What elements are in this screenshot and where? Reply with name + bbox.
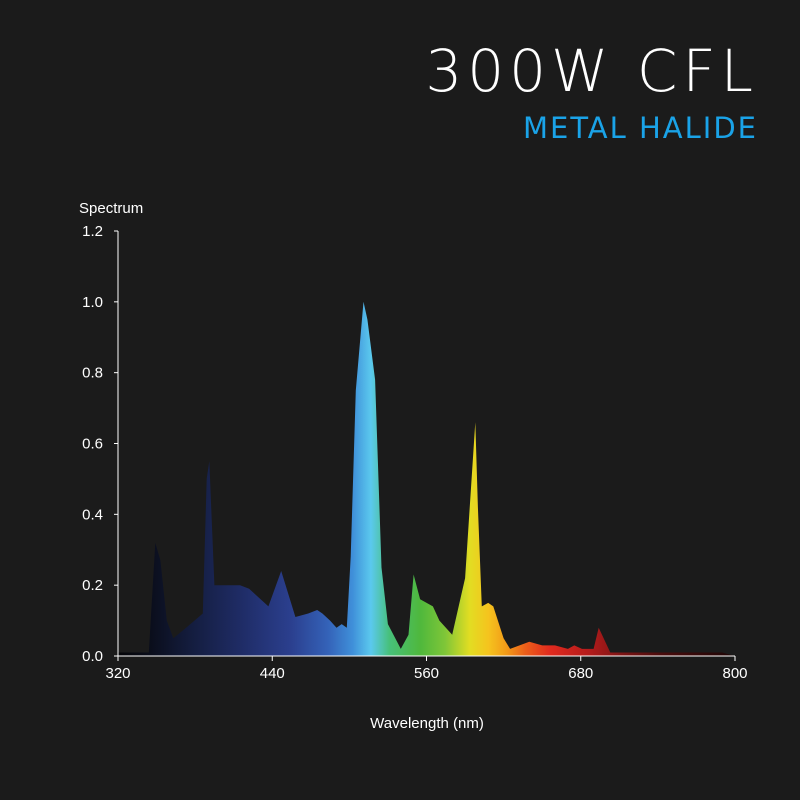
- x-tick-label: 800: [722, 665, 747, 682]
- y-axis-label: Spectrum: [79, 200, 143, 217]
- x-axis-label: Wavelength (nm): [370, 715, 484, 732]
- y-tick-label: 0.2: [82, 577, 103, 594]
- y-tick-label: 1.2: [82, 223, 103, 240]
- y-axis-ticks: 0.0 0.2 0.4 0.6 0.8 1.0 1.2: [82, 223, 118, 665]
- y-tick-label: 1.0: [82, 294, 103, 311]
- y-tick-label: 0.0: [82, 648, 103, 665]
- y-tick-label: 0.4: [82, 506, 103, 523]
- y-tick-label: 0.8: [82, 365, 103, 382]
- y-tick-label: 0.6: [82, 436, 103, 453]
- x-tick-label: 320: [105, 665, 130, 682]
- spectrum-area: [118, 301, 735, 656]
- x-tick-label: 680: [568, 665, 593, 682]
- x-tick-label: 440: [260, 665, 285, 682]
- x-axis-ticks: 320 440 560 680 800: [105, 656, 748, 682]
- chart-title: 300W CFL: [425, 37, 758, 105]
- x-tick-label: 560: [414, 665, 439, 682]
- chart-subtitle: METAL HALIDE: [522, 111, 758, 145]
